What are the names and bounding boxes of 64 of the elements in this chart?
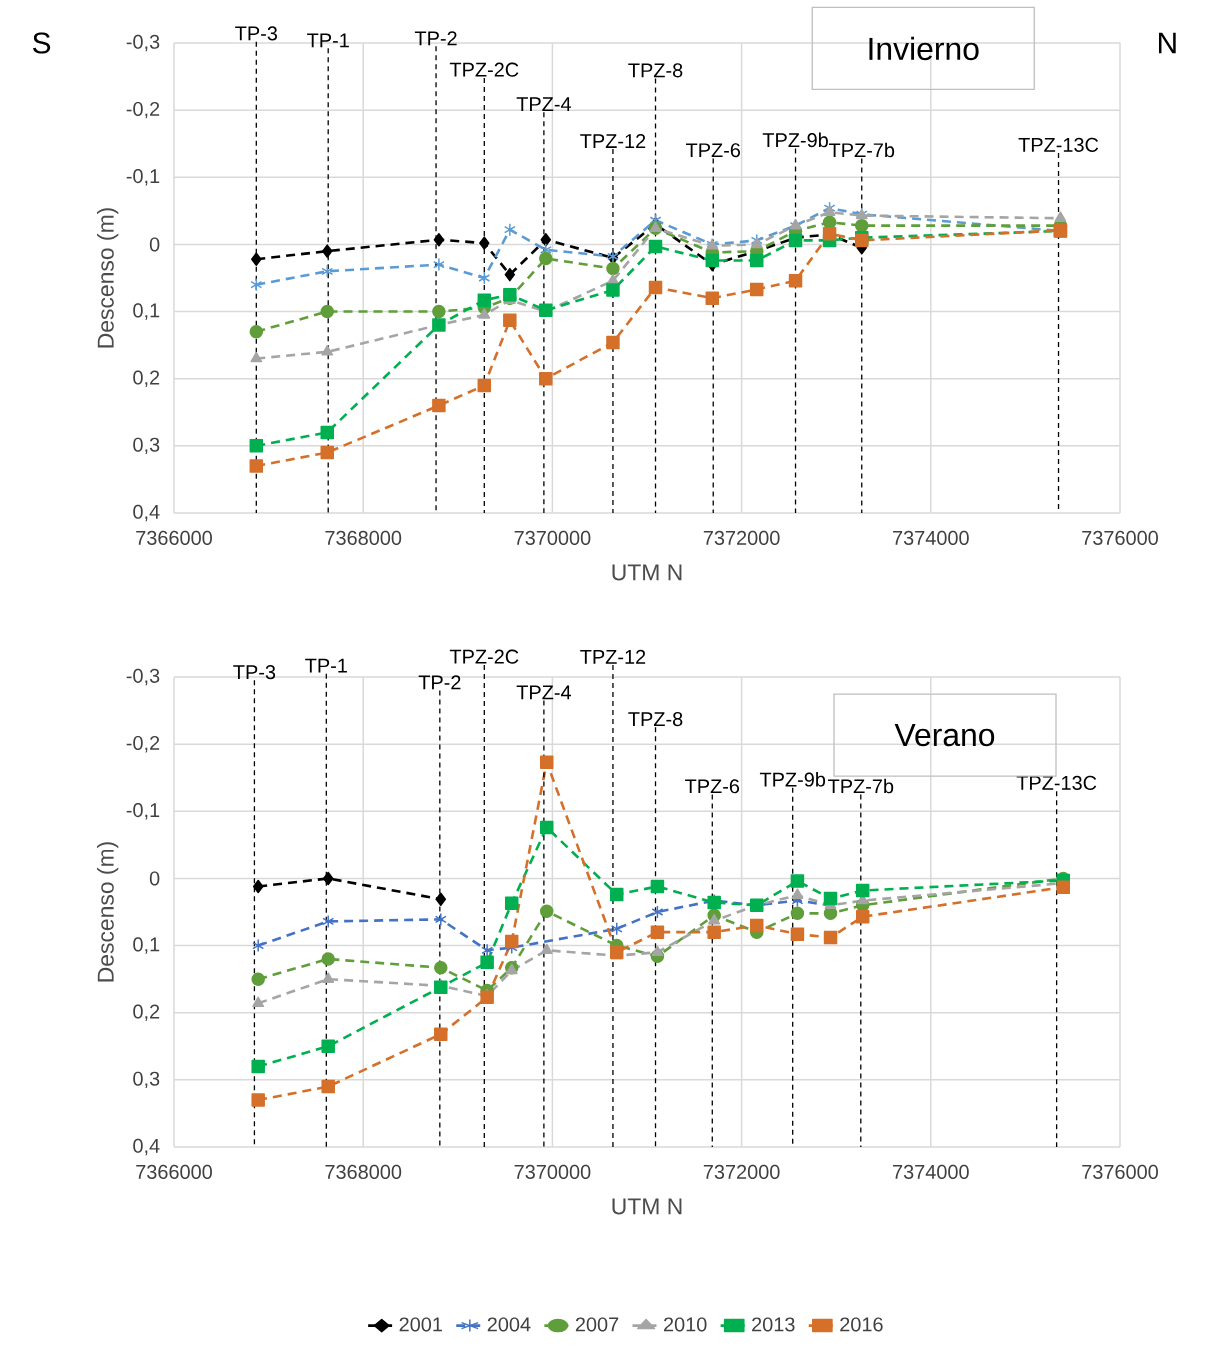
ref-line-label: TPZ-8: [628, 712, 683, 727]
y-tick-label: 0,1: [133, 303, 160, 320]
y-tick-label: 0,2: [133, 1004, 160, 1021]
y-tick-label: 0,3: [133, 437, 160, 455]
x-tick-label: 7370000: [514, 530, 591, 545]
ref-line-label: TP-1: [305, 658, 347, 673]
y-tick-label: 0,2: [133, 370, 160, 387]
ref-line-label: TP-2: [418, 675, 461, 690]
ref-line-label: TPZ-2C: [449, 649, 519, 664]
ref-line-label: TPZ-4: [516, 97, 571, 111]
y-tick-label: 0,4: [133, 1138, 160, 1156]
x-tick-label: 7368000: [325, 1164, 402, 1179]
ref-line-label: TPZ-7b: [828, 142, 895, 158]
x-tick-label: 7374000: [893, 530, 969, 545]
legend-label: 2013: [752, 1317, 795, 1332]
x-tick-label: 7370000: [514, 1164, 591, 1179]
y-tick-label: -0,1: [126, 169, 160, 186]
text: N: [1158, 32, 1176, 54]
y-tick-label: -0,3: [126, 34, 160, 52]
x-tick-label: 7376000: [1082, 1164, 1158, 1179]
y-tick-label: 0: [149, 871, 160, 886]
y-tick-label: -0,2: [126, 735, 160, 753]
x-tick-label: 7368000: [325, 530, 402, 545]
x-tick-label: 7366000: [136, 530, 212, 545]
x-tick-label: 7372000: [703, 530, 780, 545]
chart-title: Invierno: [869, 36, 979, 61]
legend-label: 2016: [840, 1317, 883, 1332]
ref-line-label: TP-3: [233, 665, 276, 680]
text: S: [32, 32, 51, 54]
ref-line-label: TPZ-6: [686, 143, 741, 158]
legend-label: 2007: [575, 1317, 619, 1332]
x-axis-title: UTM N: [612, 1198, 682, 1215]
x-axis-title: UTM N: [612, 564, 682, 581]
x-tick-label: 7366000: [136, 1164, 212, 1179]
x-tick-label: 7372000: [703, 1164, 780, 1179]
ref-line-label: TPZ-12: [580, 649, 646, 664]
y-tick-label: -0,3: [126, 668, 160, 686]
ref-line-label: TPZ-9b: [759, 771, 826, 787]
y-tick-label: 0,3: [133, 1071, 160, 1089]
legend-label: 2010: [663, 1317, 707, 1332]
y-tick-label: 0: [149, 237, 160, 252]
ref-line-label: TP-3: [235, 26, 278, 41]
y-tick-label: -0,2: [126, 101, 160, 119]
x-tick-label: 7374000: [893, 1164, 969, 1179]
x-tick-label: 7376000: [1082, 530, 1158, 545]
ref-line-label: TPZ-12: [580, 133, 646, 148]
y-axis-title: Descenso (m): [96, 842, 119, 982]
text: Verano: [894, 724, 995, 747]
ref-line-label: TPZ-6: [685, 779, 740, 794]
y-tick-label: 0,4: [133, 504, 160, 522]
ref-line-label: TP-1: [307, 33, 349, 48]
ref-line-label: TPZ-13C: [1016, 775, 1097, 790]
y-tick-label: 0,1: [133, 937, 160, 954]
ref-line-label: TP-2: [414, 31, 457, 46]
legend-label: 2004: [487, 1317, 531, 1332]
ref-line-label: TPZ-2C: [449, 62, 519, 77]
legend-label: 2001: [399, 1317, 442, 1332]
ref-line-label: TPZ-8: [628, 63, 683, 78]
ref-line-label: TPZ-7b: [828, 778, 894, 794]
y-tick-label: -0,1: [126, 803, 160, 820]
ref-line-label: TPZ-9b: [762, 132, 828, 148]
ref-line-label: TPZ-13C: [1018, 137, 1099, 152]
y-axis-title: Descenso (m): [96, 208, 119, 348]
ref-line-label: TPZ-4: [516, 685, 571, 700]
